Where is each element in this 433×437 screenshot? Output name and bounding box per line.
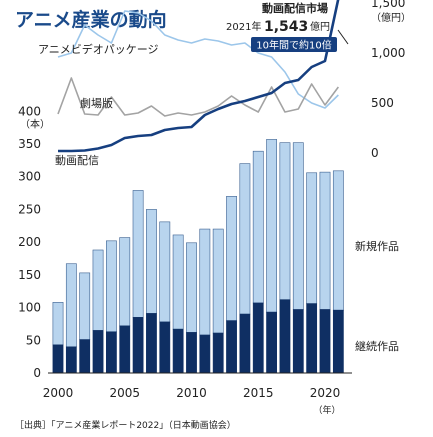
bar-new-works [132,190,144,318]
y-tick-label-left: 50 [26,333,41,347]
bar-continuing-works [79,339,91,374]
bar-continuing-works [199,334,211,374]
bar-continuing-works [266,311,277,374]
y-tick-label-right: 1,500 [371,0,405,10]
bar-continuing-works [92,330,104,374]
bar-new-works [226,196,237,321]
callout-unit: 億円 [310,20,330,33]
series-label-theater: 劇場版 [80,96,113,110]
bar-continuing-works [65,346,77,374]
bar-new-works [332,170,344,311]
bar-new-works [79,272,91,340]
x-tick-label: 2015 [243,386,274,400]
series-label-video: アニメビデオパッケージ [38,42,159,56]
bar-continuing-works [132,317,144,374]
bar-continuing-works [292,309,304,374]
chart-title: アニメ産業の動向 [15,8,167,31]
y-axis-unit-left: （本） [20,117,50,130]
bar-continuing-works [146,313,157,374]
axes-group: 0 50 100 150 200 250 300 350 400（本） 2000 2005 2010 2… [18,0,411,416]
bar-continuing-works [306,303,318,374]
bar-new-works [146,209,157,314]
x-tick-label: 2000 [43,386,74,400]
bar-new-works [52,302,64,346]
series-label-new-works: 新規作品 [355,239,399,253]
bar-continuing-works [239,313,251,374]
series-label-streaming: 動画配信 [55,153,99,167]
line-video-package [57,10,339,109]
bar-new-works [306,172,318,304]
callout-leader-line [337,29,349,45]
bar-continuing-works [106,331,117,374]
bar-continuing-works [319,309,331,374]
x-tick-label: 2010 [176,386,207,400]
bar-continuing-works [159,321,171,374]
bar-new-works [279,142,291,301]
bar-new-works [319,171,331,310]
bar-continuing-works [252,302,264,374]
bar-new-works [159,221,171,323]
callout-year: 2021年 [226,20,261,33]
y-tick-label-left: 300 [18,170,41,184]
bar-continuing-works [279,299,291,374]
bar-continuing-works [186,332,197,374]
y-tick-label-right: 0 [371,146,379,160]
bar-continuing-works [119,325,131,374]
callout-label: 動画配信市場 [262,1,328,15]
bar-continuing-works [332,309,344,374]
y-tick-label-left: 400 [18,104,41,118]
y-tick-label-left: 150 [18,268,41,282]
bar-new-works [119,237,131,327]
bar-series-group [52,139,344,374]
bar-new-works [199,228,211,336]
bar-continuing-works [172,328,184,374]
y-tick-label-left: 200 [18,235,41,249]
y-tick-label-right: 1,000 [371,46,405,60]
y-axis-unit-right: （億円） [371,11,411,24]
x-axis-unit: （年） [313,404,340,416]
x-tick-label: 2020 [310,386,341,400]
bar-new-works [292,142,304,310]
line-series-group [57,0,340,153]
callout-badge [251,37,337,52]
bar-new-works [212,228,224,334]
bar-new-works [266,139,277,313]
y-tick-label-left: 250 [18,202,41,216]
line-theatrical [57,77,339,117]
y-tick-label-left: 350 [18,137,41,151]
callout-badge-text: 10年間で約10倍 [256,39,331,52]
bar-new-works [239,163,251,315]
bar-new-works [172,234,184,330]
source-note: ［出典］「アニメ産業レポート2022」（日本動画協会） [15,419,236,431]
y-tick-label-right: 500 [371,96,394,110]
line-streaming [58,0,340,153]
bar-new-works [65,263,77,348]
bar-new-works [252,150,264,304]
bar-continuing-works [212,332,224,374]
callout-value: 1,543 [264,19,308,35]
bar-continuing-works [52,344,64,374]
bar-new-works [186,242,197,333]
y-tick-label-left: 100 [18,301,41,315]
bar-new-works [92,249,104,331]
x-tick-label: 2005 [109,386,140,400]
series-label-continuing-works: 継続作品 [355,339,399,353]
bar-new-works [106,240,117,333]
bar-continuing-works [226,320,237,374]
y-tick-label-left: 0 [33,366,41,380]
